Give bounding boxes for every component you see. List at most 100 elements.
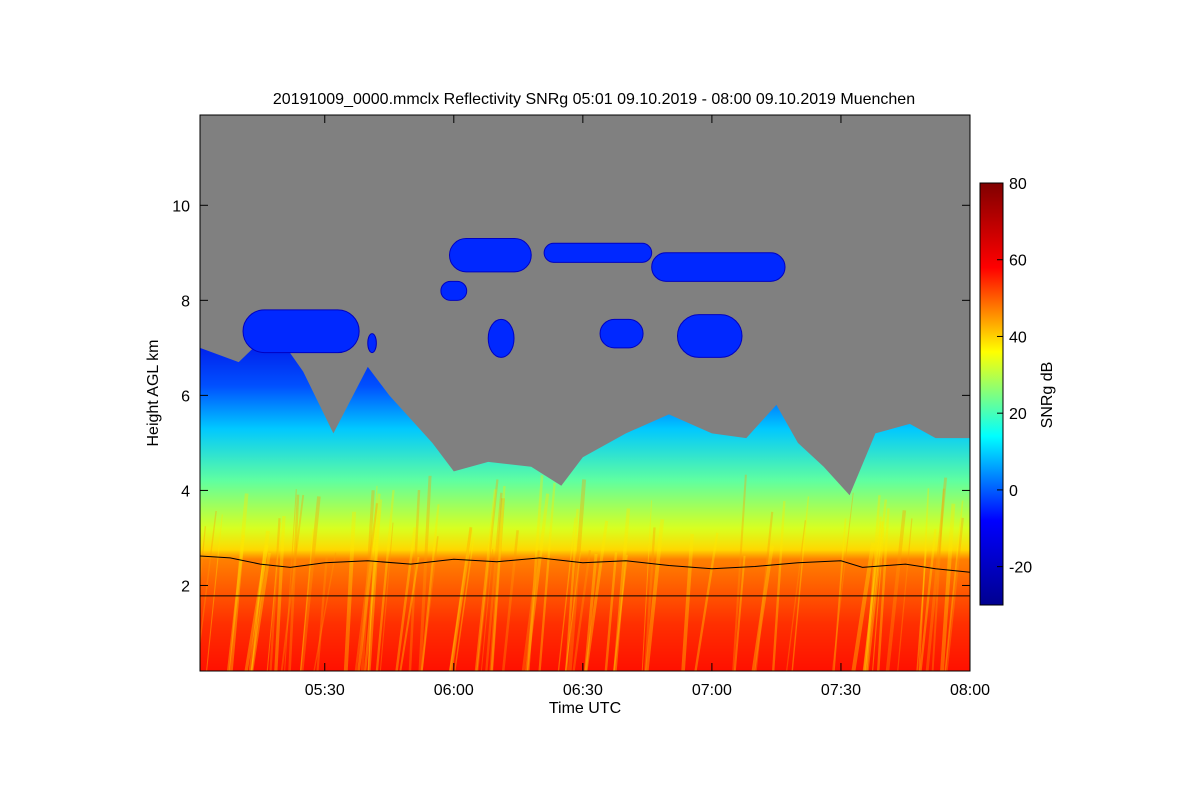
high-cloud-layer — [487, 318, 515, 358]
fall-streak — [476, 479, 499, 671]
high-cloud-layer — [448, 238, 532, 273]
fall-streak — [538, 482, 556, 671]
fall-streak — [572, 550, 592, 671]
fall-streak — [269, 518, 281, 671]
fall-streak — [450, 527, 473, 671]
fall-streak — [375, 490, 395, 671]
fall-streak — [604, 552, 618, 671]
x-tick-label: 07:00 — [692, 682, 732, 699]
x-tick-label: 05:30 — [305, 682, 345, 699]
fall-streak — [644, 527, 656, 671]
fall-streak — [945, 517, 964, 671]
high-cloud-layer — [242, 309, 360, 354]
fall-streak — [863, 516, 882, 671]
fall-streak — [485, 492, 503, 671]
fall-streak — [200, 510, 217, 648]
fall-streak — [354, 503, 379, 671]
fall-streak — [944, 500, 964, 671]
fall-streak — [916, 549, 927, 671]
fall-streak — [851, 542, 876, 671]
colorbar-tick-label: 40 — [1009, 329, 1027, 346]
fall-streak — [772, 501, 786, 671]
high-cloud-layer — [543, 242, 653, 263]
x-tick-label: 06:30 — [563, 682, 603, 699]
fall-streak — [226, 534, 245, 671]
fall-streak — [367, 485, 378, 671]
fall-streak — [280, 494, 305, 671]
fall-streak — [363, 499, 383, 671]
fall-streak — [831, 492, 854, 671]
colorbar-label: SNRg dB — [1039, 362, 1056, 429]
y-tick-label: 10 — [172, 198, 190, 215]
fall-streak — [866, 499, 888, 671]
fall-streak — [399, 556, 420, 671]
fall-streak — [526, 475, 544, 671]
colorbar-tick-label: -20 — [1009, 560, 1032, 577]
fall-streak — [940, 503, 956, 671]
fall-streak — [918, 488, 930, 671]
fall-streak — [876, 508, 890, 671]
y-tick-label: 4 — [181, 483, 190, 500]
fall-streak — [448, 526, 472, 671]
x-axis: 05:30 06:00 06:30 07:00 07:30 08:00 — [305, 115, 990, 699]
colorbar-tick-label: 0 — [1009, 483, 1018, 500]
fall-streak — [418, 475, 432, 671]
y-axis: 2 4 6 8 10 — [172, 198, 970, 595]
colorbar-ticks: 80 60 40 20 0 -20 — [997, 176, 1032, 577]
fall-streak — [200, 526, 207, 588]
colorbar-tick-label: 20 — [1009, 406, 1027, 423]
fall-streak — [501, 530, 519, 671]
colorbar: 80 60 40 20 0 -20 SNRg dB — [979, 176, 1056, 606]
fall-streak — [449, 529, 473, 671]
x-axis-label: Time UTC — [549, 700, 621, 717]
fall-streak — [421, 536, 439, 671]
fall-streak — [791, 496, 810, 671]
plot-frame — [199, 114, 971, 672]
y-tick-label: 6 — [181, 388, 190, 405]
fall-streak — [284, 489, 297, 671]
fall-streak — [299, 496, 321, 671]
fall-streak — [524, 493, 550, 671]
colorbar-tick-label: 80 — [1009, 176, 1027, 193]
fall-streak — [379, 522, 394, 671]
fall-streak — [641, 500, 653, 671]
fall-streak — [833, 518, 847, 671]
fall-streak — [248, 530, 270, 671]
y-tick-label: 8 — [181, 293, 190, 310]
fall-streak — [316, 556, 328, 671]
high-cloud-layer — [599, 318, 644, 349]
high-cloud-layer — [676, 314, 743, 358]
fall-streak — [480, 549, 494, 671]
fall-streak — [251, 551, 265, 671]
fall-streak — [885, 510, 907, 671]
fall-streak — [567, 479, 587, 671]
colorbar-tick-label: 60 — [1009, 253, 1027, 270]
fall-streak — [206, 514, 223, 671]
fall-streak — [229, 493, 249, 671]
y-axis-label: Height AGL km — [145, 339, 162, 446]
fall-streak — [395, 527, 417, 671]
fall-streak — [521, 550, 541, 671]
high-cloud-layer — [367, 333, 377, 354]
melting-layer-line — [200, 555, 970, 573]
fall-streak — [754, 511, 774, 671]
fall-streak — [474, 489, 497, 671]
high-cloud-layer — [440, 280, 468, 301]
fall-streak — [360, 490, 375, 671]
high-cloud-layer — [651, 252, 786, 282]
precipitation-echo — [200, 328, 970, 671]
fall-streak — [367, 510, 381, 671]
fall-streak — [584, 553, 598, 671]
fall-streak — [565, 508, 579, 671]
fall-streak — [357, 493, 381, 671]
fall-streak — [564, 552, 581, 671]
fall-streak — [300, 528, 314, 671]
fall-streak — [613, 554, 628, 671]
fall-streak — [408, 490, 421, 671]
fall-streak — [313, 552, 337, 671]
fall-streaks — [200, 474, 964, 671]
fall-streak — [613, 508, 631, 671]
fall-streak — [420, 504, 440, 671]
fall-streak — [919, 529, 937, 671]
